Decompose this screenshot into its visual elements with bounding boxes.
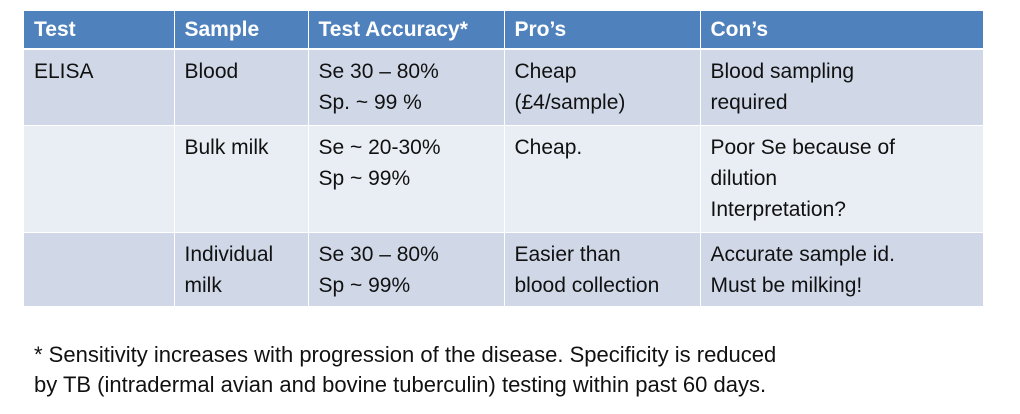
cell-accuracy: Se 30 – 80% Sp ~ 99%	[307, 232, 504, 306]
footnote-line: * Sensitivity increases with progression…	[34, 342, 777, 367]
table-header-row: Test Sample Test Accuracy* Pro’s Con’s	[24, 11, 983, 50]
cell-line: Cheap.	[514, 135, 583, 159]
header-sample: Sample	[173, 11, 308, 50]
cell-sample: Individual milk	[173, 232, 308, 306]
cell-line: (£4/sample)	[514, 91, 626, 114]
cell-cons: Poor Se because of dilution Interpretati…	[699, 125, 983, 232]
cell-line: Sp ~ 99%	[318, 273, 411, 297]
cell-line: Sp ~ 99%	[318, 166, 411, 190]
cell-line: dilution	[710, 166, 778, 190]
cell-line: Se ~ 20-30%	[318, 135, 441, 159]
cell-line: Bulk milk	[184, 135, 269, 159]
cell-test	[24, 232, 174, 306]
cell-line: Sp. ~ 99 %	[318, 91, 422, 114]
cell-line: Interpretation?	[710, 197, 846, 221]
cell-line: blood collection	[514, 273, 660, 297]
cell-pros: Cheap.	[503, 125, 700, 232]
cell-line: Poor Se because of	[710, 135, 895, 159]
cell-line: milk	[184, 273, 222, 297]
cell-pros: Easier than blood collection	[503, 232, 700, 306]
cell-test: ELISA	[24, 49, 174, 125]
cell-line: required	[710, 91, 788, 114]
header-pros: Pro’s	[503, 11, 700, 50]
table-row: Bulk milk Se ~ 20-30% Sp ~ 99% Cheap. Po…	[24, 125, 983, 232]
cell-cons: Accurate sample id. Must be milking!	[699, 232, 983, 306]
comparison-table: Test Sample Test Accuracy* Pro’s Con’s E…	[24, 11, 983, 306]
header-test-accuracy: Test Accuracy*	[307, 11, 504, 50]
table-row: ELISA Blood Se 30 – 80% Sp. ~ 99 % Cheap…	[24, 49, 983, 125]
cell-line: Blood sampling	[710, 60, 855, 83]
cell-line: Easier than	[514, 242, 621, 266]
cell-line: Individual	[184, 242, 274, 266]
header-test: Test	[24, 11, 174, 50]
header-cons: Con’s	[699, 11, 983, 50]
cell-line: Must be milking!	[710, 273, 863, 297]
cell-line: ELISA	[34, 60, 94, 83]
cell-accuracy: Se ~ 20-30% Sp ~ 99%	[307, 125, 504, 232]
cell-pros: Cheap (£4/sample)	[503, 49, 700, 125]
footnote-line: by TB (intradermal avian and bovine tube…	[34, 372, 767, 397]
table-row: Individual milk Se 30 – 80% Sp ~ 99% Eas…	[24, 232, 983, 306]
cell-line: Cheap	[514, 60, 577, 83]
cell-line: Accurate sample id.	[710, 242, 895, 266]
cell-line: Se 30 – 80%	[318, 242, 439, 266]
cell-line: Blood	[184, 60, 239, 83]
cell-accuracy: Se 30 – 80% Sp. ~ 99 %	[307, 49, 504, 125]
cell-cons: Blood sampling required	[699, 49, 983, 125]
cell-test	[24, 125, 174, 232]
cell-sample: Bulk milk	[173, 125, 308, 232]
footnote: * Sensitivity increases with progression…	[34, 340, 994, 400]
cell-sample: Blood	[173, 49, 308, 125]
cell-line: Se 30 – 80%	[318, 60, 439, 83]
